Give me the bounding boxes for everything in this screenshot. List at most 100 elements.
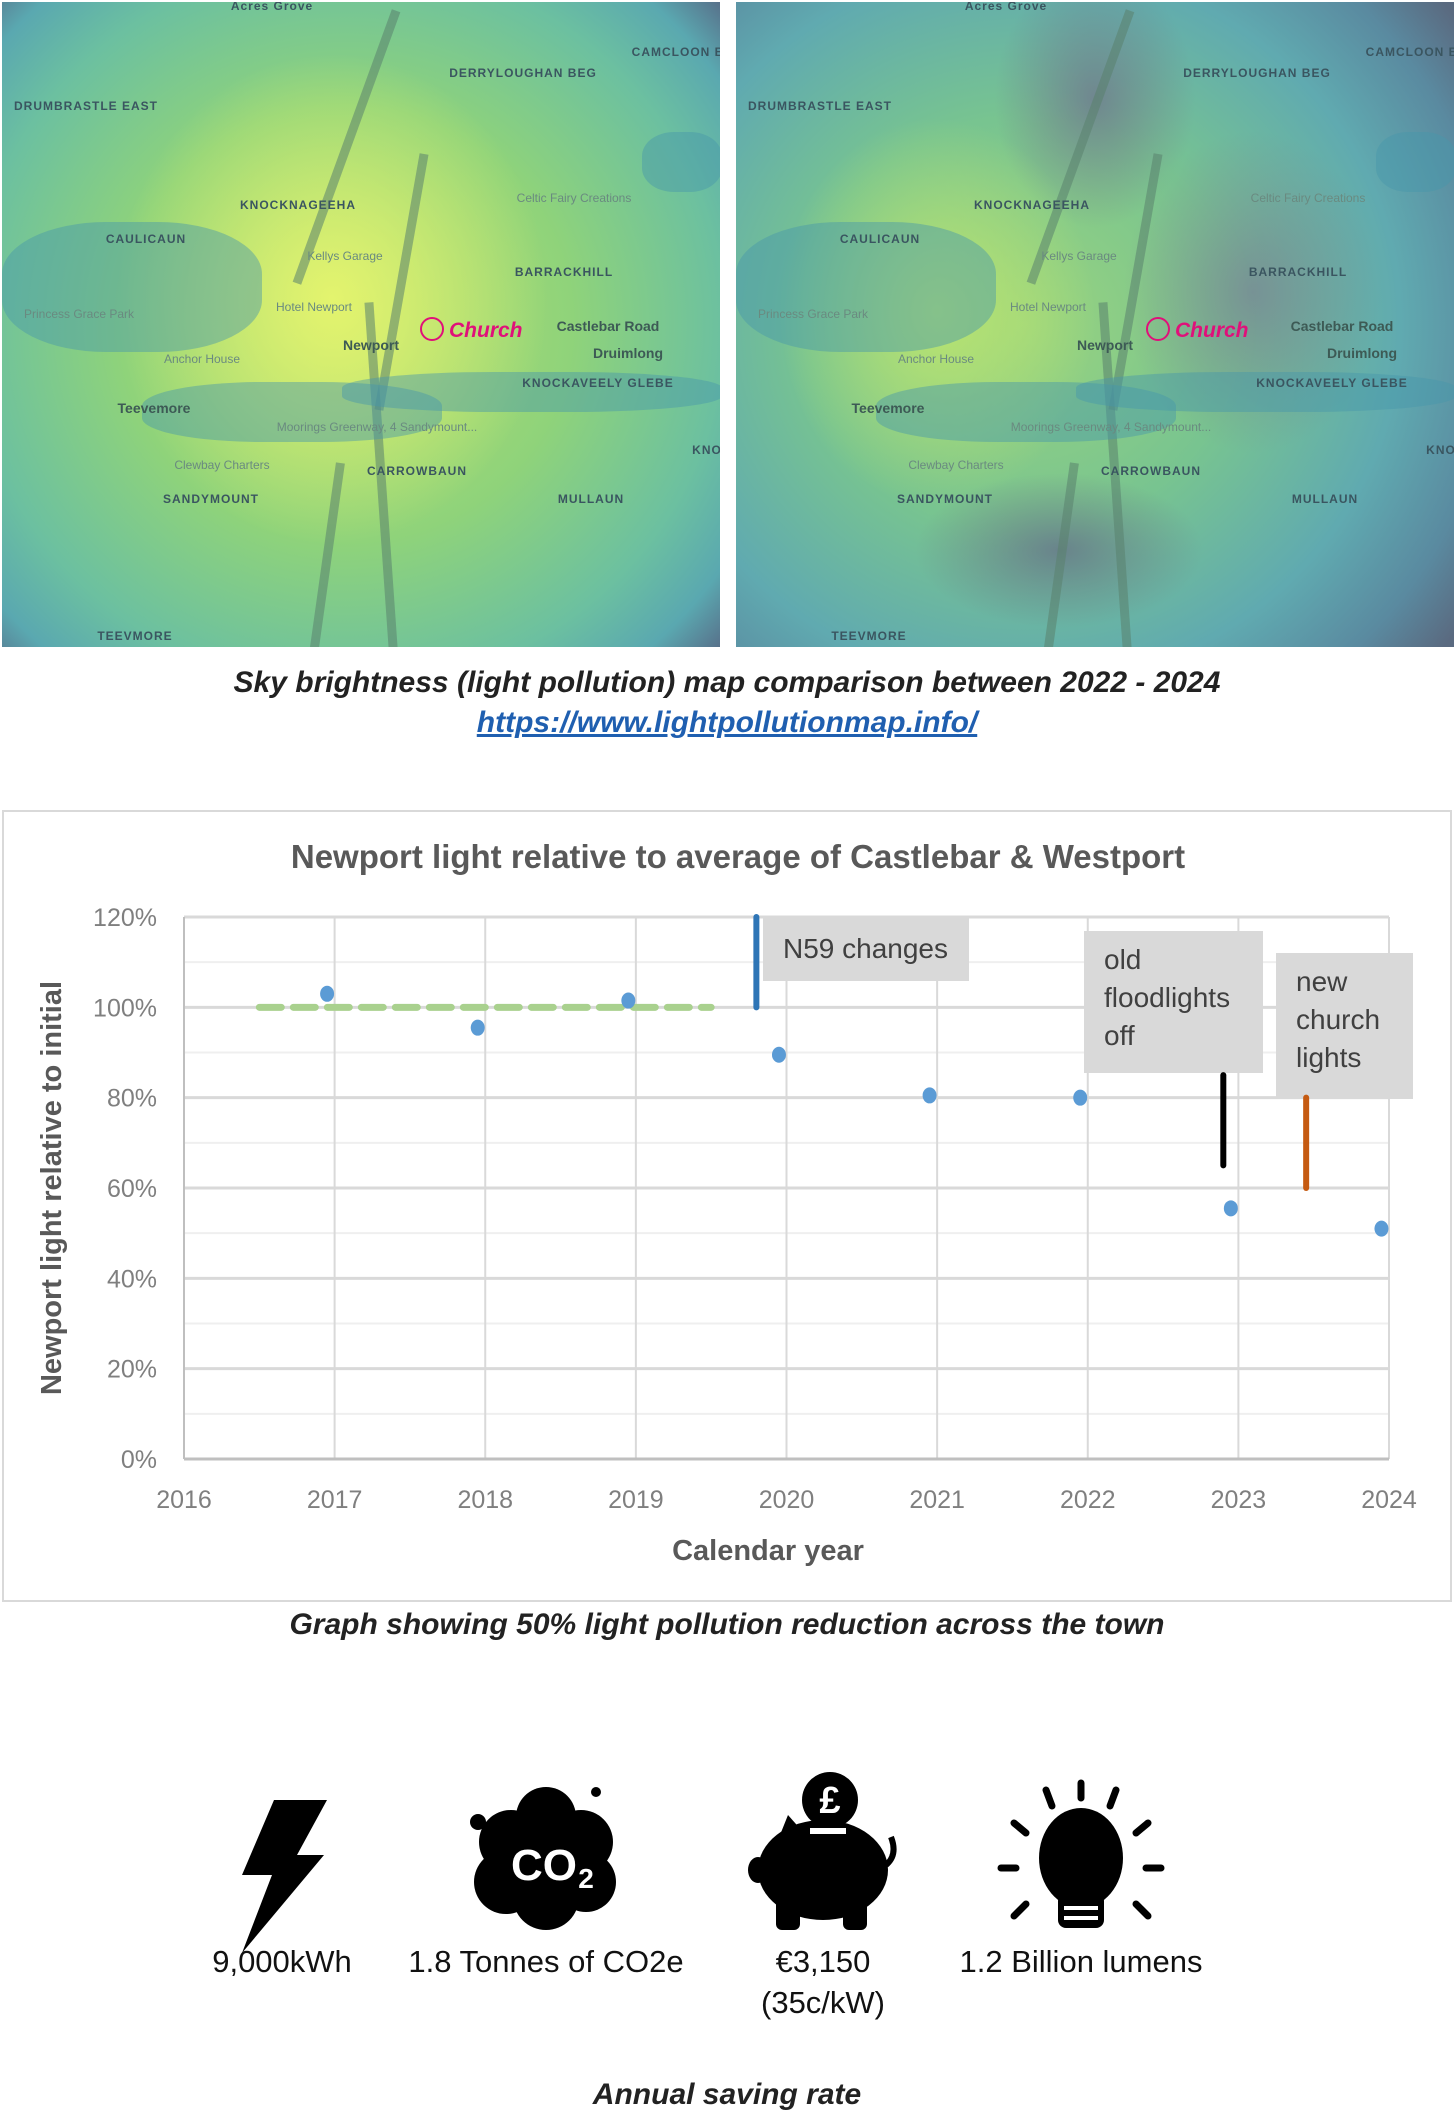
map-label: Princess Grace Park [757,307,869,321]
map-label: KNOCKAVEELY GLEBE [1256,376,1408,390]
map-label: DERRYLOUGHAN BEG [449,66,597,80]
y-axis-title: Newport light relative to initial [36,981,68,1395]
annotation-text: N59 changes [783,933,948,964]
map-label: Clewbay Charters [174,458,270,472]
x-axis-title: Calendar year [672,1535,864,1567]
data-point [320,985,335,1002]
road [292,9,401,285]
y-tick-label: 40% [107,1265,157,1293]
saving-value: 1.8 Tonnes of CO2e [408,1941,683,1982]
map-label: Newport [343,337,399,353]
y-tick-label: 120% [93,904,157,932]
map-label: BARRACKHILL [1248,265,1348,279]
x-tick-label: 2019 [608,1486,664,1514]
map-label: SANDYMOUNT [163,492,259,506]
map-label: KNO [1426,443,1454,457]
saving-value-line: 1.8 Tonnes of CO2e [408,1944,684,1979]
map-label: KNO [692,443,720,457]
map-label: Druimlong [593,345,663,361]
map-label: CAULICAUN [105,232,187,246]
chart-caption: Graph showing 50% light pollution reduct… [289,1608,1165,1641]
map-label: Moorings Greenway, 4 Sandymount... [1010,420,1212,434]
x-tick-label: 2016 [156,1486,212,1514]
map-label: MULLAUN [557,492,625,506]
map-label: CARROWBAUN [367,464,467,478]
x-tick-label: 2024 [1361,1486,1417,1514]
svg-text:2: 2 [578,1863,594,1894]
map-label: Clewbay Charters [908,458,1004,472]
data-point [1073,1089,1088,1106]
circle-icon [420,317,444,341]
x-tick-label: 2018 [457,1486,513,1514]
map-label: CARROWBAUN [1101,464,1201,478]
map-label: KNOCKAVEELY GLEBE [522,376,674,390]
saving-value: 1.2 Billion lumens [960,1941,1203,1982]
saving-value-line: (35c/kW) [761,1985,885,2020]
light-chart: 0% 20% 40% 60% 80% 100% 120% 2016 2017 2018 2019 20… [36,838,1417,1567]
map-label: Teevemore [117,400,191,416]
light-bulb-icon [996,1778,1166,1953]
saving-value: €3,150 (35c/kW) [761,1941,885,2023]
road [374,153,429,411]
map-label: Kellys Garage [1041,249,1117,263]
annotation-text: old [1104,944,1141,975]
map-label: Newport [1077,337,1133,353]
data-point [1223,1200,1238,1217]
map-label: KNOCKNAGEEHA [239,198,357,212]
road [1042,462,1079,647]
y-tick-label: 60% [107,1175,157,1203]
road [1026,9,1135,285]
lightning-bolt-icon [232,1795,332,1960]
map-label: DRUMBRASTLE EAST [14,99,158,113]
map-label: Anchor House [163,352,241,366]
annotation-box [1276,953,1413,1099]
annotation-box [763,916,969,981]
annotation-text: new [1296,966,1348,997]
map-label: TEEVMORE [97,629,173,643]
y-tick-label: 0% [121,1446,157,1474]
data-point [470,1019,485,1036]
map-label: Castlebar Road [556,318,660,334]
saving-value: 9,000kWh [212,1941,352,1982]
x-tick-label: 2017 [307,1486,363,1514]
map-label: Castlebar Road [1290,318,1394,334]
data-point [1374,1220,1389,1237]
svg-text:£: £ [819,1780,840,1822]
water-body [142,382,442,442]
map-label: Hotel Newport [1009,300,1087,314]
data-point [922,1087,937,1104]
water-body [1076,372,1454,412]
map-label: MULLAUN [1291,492,1359,506]
lightpollutionmap-link[interactable]: https://www.lightpollutionmap.info/ [476,706,978,739]
water-body [876,382,1176,442]
church-label: Church [1175,319,1249,342]
map-label: Teevemore [851,400,925,416]
water-body [1376,132,1454,192]
x-tick-label: 2023 [1211,1486,1267,1514]
road [1108,153,1163,411]
map-label: Hotel Newport [275,300,353,314]
map-label: TEEVMORE [831,629,907,643]
map-label: DRUMBRASTLE EAST [748,99,892,113]
map-label: Anchor House [897,352,975,366]
x-tick-label: 2022 [1060,1486,1116,1514]
annotation-text: off [1104,1020,1135,1051]
water-body [342,372,720,412]
svg-text:CO: CO [511,1841,577,1890]
saving-value-line: 9,000kWh [212,1944,352,1979]
savings-caption: Annual saving rate [592,2078,862,2111]
map-label: SANDYMOUNT [897,492,993,506]
annotation-text: church [1296,1004,1380,1035]
piggy-bank-icon: £ [748,1770,898,1935]
chart-frame [2,810,1452,1602]
water-body [2,222,262,352]
map-label: CAMCLOON B [631,45,720,59]
circle-icon [1146,317,1170,341]
map-label: Druimlong [1327,345,1397,361]
x-tick-label: 2020 [759,1486,815,1514]
water-body [642,132,720,192]
church-marker: Church [1146,317,1249,343]
water-body [736,222,996,352]
x-tick-label: 2021 [909,1486,965,1514]
map-label: CAULICAUN [839,232,921,246]
